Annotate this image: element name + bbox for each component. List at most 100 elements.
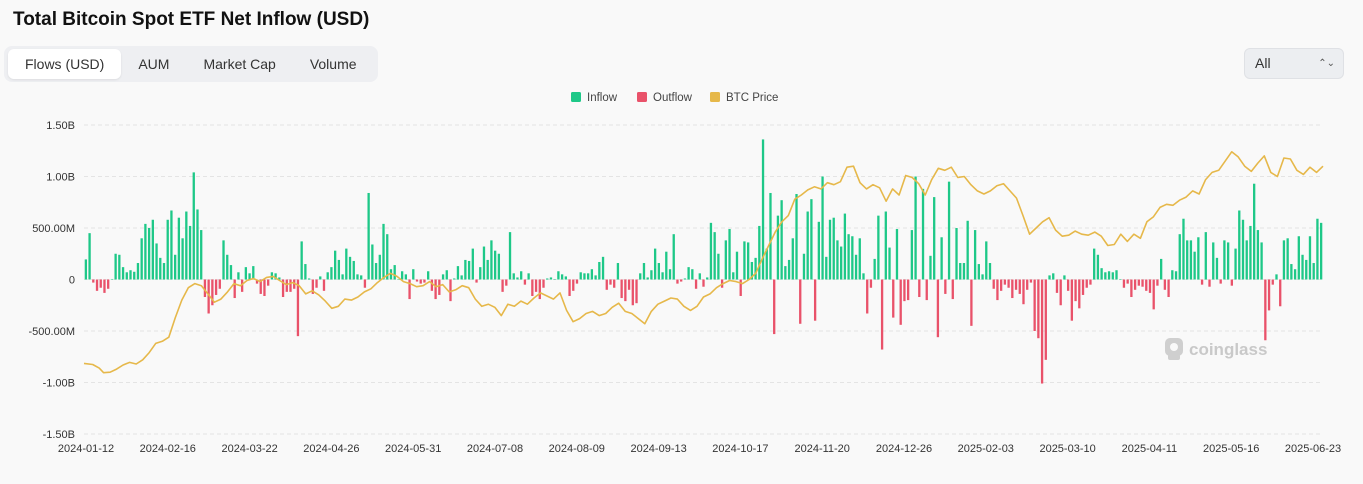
inflow-bar: [527, 273, 530, 280]
inflow-bar: [858, 238, 861, 280]
inflow-bar: [546, 278, 549, 280]
outflow-bar: [624, 279, 627, 302]
outflow-bar: [408, 279, 411, 300]
inflow-bar: [1093, 248, 1096, 280]
inflow-bar: [1249, 225, 1252, 280]
inflow-bar: [393, 265, 396, 280]
outflow-bar: [1007, 279, 1010, 288]
inflow-bar: [1171, 270, 1174, 280]
inflow-bar: [1316, 218, 1319, 280]
inflow-bar: [884, 211, 887, 280]
inflow-bar: [668, 269, 672, 280]
x-tick-label: 2025-04-11: [1122, 443, 1177, 455]
outflow-bar: [880, 279, 884, 350]
inflow-bar: [1178, 234, 1181, 280]
legend-label[interactable]: BTC Price: [726, 92, 778, 104]
inflow-bar: [653, 248, 657, 280]
outflow-bar: [951, 279, 954, 300]
inflow-bar: [836, 240, 839, 280]
outflow-bar: [936, 279, 940, 338]
outflow-bar: [430, 279, 434, 291]
outflow-bar: [680, 279, 683, 282]
outflow-bar: [233, 279, 236, 299]
x-tick-label: 2024-09-13: [630, 443, 686, 455]
coinglass-logo-icon: [1165, 338, 1183, 360]
outflow-bar: [92, 279, 95, 283]
inflow-bar: [877, 215, 880, 280]
inflow-bar: [200, 230, 203, 280]
y-tick-label: -1.00B: [43, 378, 75, 390]
outflow-bar: [702, 279, 705, 287]
inflow-bar: [345, 248, 348, 280]
legend-label[interactable]: Inflow: [587, 92, 618, 104]
outflow-bar: [259, 279, 262, 294]
inflow-bar: [754, 257, 757, 280]
inflow-bar: [386, 234, 389, 280]
inflow-bar: [114, 253, 117, 280]
inflow-bar: [1193, 251, 1196, 280]
outflow-bar: [438, 279, 441, 295]
outflow-bar: [1040, 279, 1044, 384]
inflow-bar: [1297, 236, 1300, 280]
inflow-bar: [1160, 258, 1163, 280]
inflow-bar: [795, 194, 798, 280]
outflow-bar: [1126, 279, 1129, 284]
inflow-bar: [787, 259, 791, 280]
inflow-bar: [229, 265, 233, 280]
outflow-bar: [631, 279, 634, 306]
outflow-bar: [531, 279, 534, 296]
inflow-bar: [743, 241, 746, 280]
x-tick-label: 2024-11-20: [794, 443, 849, 455]
tab-flows-usd[interactable]: Flows (USD): [8, 49, 122, 79]
inflow-bar: [490, 240, 493, 280]
outflow-bar: [892, 279, 895, 318]
inflow-bar: [639, 273, 642, 280]
inflow-bar: [110, 278, 114, 280]
inflow-bar: [959, 263, 962, 280]
inflow-bar: [1260, 242, 1263, 280]
inflow-bar: [821, 176, 824, 280]
y-tick-label: 0: [69, 275, 75, 287]
outflow-bar: [992, 279, 995, 289]
inflow-bar: [1107, 271, 1111, 280]
outflow-bar: [627, 279, 631, 290]
inflow-bar: [237, 272, 240, 280]
page-title: Total Bitcoin Spot ETF Net Inflow (USD): [13, 9, 370, 30]
inflow-bar: [192, 172, 195, 280]
outflow-bar: [263, 279, 266, 296]
inflow-bar: [464, 259, 467, 280]
range-select[interactable]: All ⌃⌄: [1244, 48, 1344, 79]
outflow-bar: [534, 279, 538, 292]
outflow-bar: [240, 279, 244, 292]
y-tick-label: 500.00M: [32, 223, 75, 235]
legend-label[interactable]: Outflow: [653, 92, 693, 104]
y-axis-labels: 1.50B 1.00B 500.00M 0 -500.00M -1.00B -1.50B: [29, 120, 75, 441]
outflow-bar: [799, 279, 802, 324]
inflow-bar: [1104, 272, 1107, 280]
x-tick-label: 2025-02-03: [958, 443, 1014, 455]
outflow-bar: [1018, 279, 1021, 294]
bar-series: [84, 139, 1323, 384]
inflow-bar: [307, 278, 311, 280]
inflow-bar: [412, 269, 415, 280]
outflow-bar: [363, 279, 367, 288]
tab-aum[interactable]: AUM: [138, 56, 170, 72]
inflow-bar: [735, 251, 739, 280]
inflow-bar: [646, 277, 649, 280]
outflow-bar: [311, 279, 314, 294]
tab-market-cap[interactable]: Market Cap: [203, 56, 276, 72]
outflow-bar: [538, 279, 541, 300]
inflow-bar: [765, 248, 768, 280]
x-tick-label: 2024-02-16: [140, 443, 196, 455]
inflow-bar: [1312, 263, 1315, 280]
inflow-bar: [1301, 254, 1304, 280]
inflow-bar: [427, 271, 430, 280]
inflow-bar: [832, 217, 835, 280]
inflow-bar: [1115, 270, 1118, 280]
inflow-bar: [1212, 242, 1215, 280]
tab-volume[interactable]: Volume: [309, 56, 357, 72]
inflow-bar: [371, 244, 374, 280]
outflow-bar: [285, 279, 288, 292]
inflow-bar: [549, 277, 553, 280]
inflow-bar: [1275, 274, 1278, 280]
